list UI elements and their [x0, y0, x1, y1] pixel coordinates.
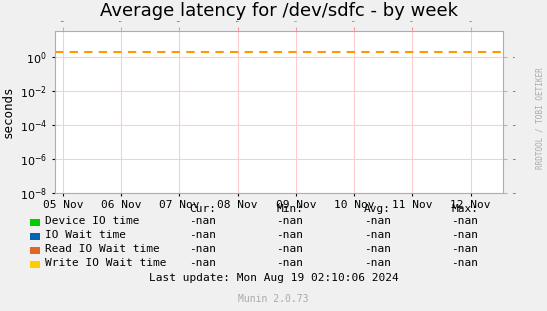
Text: Device IO time: Device IO time: [45, 216, 139, 226]
Text: -nan: -nan: [451, 230, 479, 240]
Text: -nan: -nan: [276, 216, 304, 226]
Text: IO Wait time: IO Wait time: [45, 230, 126, 240]
Text: Cur:: Cur:: [189, 204, 216, 214]
Text: -nan: -nan: [451, 258, 479, 268]
Text: -nan: -nan: [451, 216, 479, 226]
Text: Write IO Wait time: Write IO Wait time: [45, 258, 166, 268]
Title: Average latency for /dev/sdfc - by week: Average latency for /dev/sdfc - by week: [100, 2, 458, 20]
Text: -nan: -nan: [364, 258, 391, 268]
Text: -nan: -nan: [364, 230, 391, 240]
Text: -nan: -nan: [189, 216, 216, 226]
Text: Avg:: Avg:: [364, 204, 391, 214]
Text: -nan: -nan: [276, 230, 304, 240]
Text: RRDTOOL / TOBI OETIKER: RRDTOOL / TOBI OETIKER: [536, 67, 544, 169]
Text: -nan: -nan: [189, 230, 216, 240]
Text: -nan: -nan: [276, 244, 304, 254]
Text: -nan: -nan: [451, 244, 479, 254]
Text: Max:: Max:: [451, 204, 479, 214]
Text: Munin 2.0.73: Munin 2.0.73: [238, 294, 309, 304]
Text: -nan: -nan: [189, 244, 216, 254]
Text: -nan: -nan: [364, 244, 391, 254]
Text: Read IO Wait time: Read IO Wait time: [45, 244, 160, 254]
Text: -nan: -nan: [189, 258, 216, 268]
Y-axis label: seconds: seconds: [1, 86, 14, 138]
Text: -nan: -nan: [364, 216, 391, 226]
Text: -nan: -nan: [276, 258, 304, 268]
Text: Last update: Mon Aug 19 02:10:06 2024: Last update: Mon Aug 19 02:10:06 2024: [149, 273, 398, 283]
Text: Min:: Min:: [276, 204, 304, 214]
